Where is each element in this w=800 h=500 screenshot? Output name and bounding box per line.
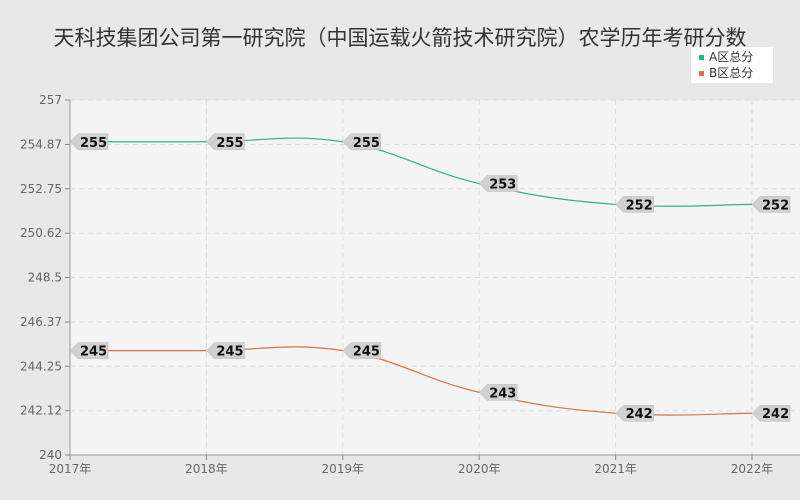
x-tick-label: 2017年	[49, 462, 92, 476]
y-tick-label: 254.87	[20, 137, 62, 151]
data-label: 243	[489, 386, 516, 401]
legend-swatch-a	[699, 55, 704, 60]
data-label: 255	[353, 136, 380, 151]
data-label: 245	[216, 345, 243, 360]
legend-label-b: B区总分	[709, 66, 754, 80]
data-label-bg	[206, 133, 245, 151]
data-label-bg	[478, 175, 518, 192]
y-tick-label: 248.5	[28, 271, 62, 285]
x-tick-label: 2020年	[458, 462, 501, 476]
data-label-bg	[69, 342, 109, 359]
legend-label-a: A区总分	[709, 50, 754, 64]
data-label: 242	[626, 407, 653, 422]
data-label: 245	[353, 345, 380, 360]
y-tick-label: 246.37	[20, 315, 62, 329]
chart-title: 天科技集团公司第一研究院（中国运载火箭技术研究院）农学历年考研分数	[53, 26, 747, 50]
data-label: 252	[626, 198, 653, 213]
x-tick-label: 2021年	[594, 462, 637, 476]
y-tick-label: 252.75	[20, 182, 62, 196]
data-label: 255	[80, 136, 107, 151]
data-label-bg	[342, 342, 382, 359]
legend-item-a[interactable]: A区总分	[699, 49, 753, 65]
data-label-bg	[478, 384, 518, 401]
data-label-bg	[615, 404, 654, 422]
data-label-bg	[751, 404, 791, 422]
data-label: 245	[80, 345, 107, 360]
legend: A区总分 B区总分	[691, 47, 773, 83]
data-label: 242	[762, 407, 789, 422]
data-label-bg	[342, 133, 382, 151]
data-label-bg	[69, 133, 109, 151]
data-label: 253	[489, 178, 516, 193]
y-tick-label: 244.25	[20, 359, 62, 373]
data-label: 252	[762, 198, 789, 213]
y-tick-label: 240	[39, 448, 62, 462]
x-tick-label: 2022年	[731, 462, 774, 476]
data-label-bg	[206, 342, 245, 359]
x-tick-label: 2019年	[322, 462, 365, 476]
y-tick-label: 250.62	[20, 226, 62, 240]
x-tick-label: 2018年	[185, 462, 228, 476]
legend-swatch-b	[699, 71, 704, 76]
y-tick-label: 257	[39, 93, 62, 107]
data-label-bg	[751, 196, 791, 213]
y-tick-label: 242.12	[20, 404, 62, 418]
data-label-bg	[615, 196, 654, 213]
data-label: 255	[216, 136, 243, 151]
legend-item-b[interactable]: B区总分	[699, 65, 753, 81]
